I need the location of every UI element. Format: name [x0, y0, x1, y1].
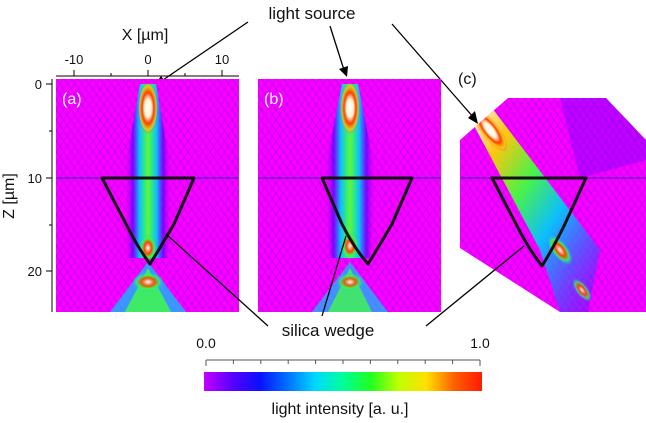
x-tick-label: 10	[215, 52, 229, 67]
light-source-arrowhead-b	[339, 66, 348, 77]
panel-c: (c)	[458, 71, 646, 312]
z-axis-title: Z [µm]	[1, 173, 18, 219]
panel-a-wedge-outline	[100, 176, 196, 266]
light-source-arrowhead-c	[468, 111, 478, 124]
colorbar-min-label: 0.0	[196, 335, 216, 351]
panel-a-beam	[124, 84, 172, 258]
panel-c-focus-spot	[547, 234, 573, 266]
colorbar-title: light intensity [a. u.]	[272, 401, 409, 418]
panel-c-wedge-outline	[490, 176, 588, 268]
panel-c-label: (c)	[458, 71, 477, 88]
panel-b-source-hotspot	[340, 82, 360, 134]
colorbar-gradient	[204, 372, 482, 391]
z-tick-label: 0	[35, 77, 42, 92]
panel-a-label: (a)	[62, 91, 82, 108]
colorbar-ticks	[205, 360, 481, 366]
silica-wedge-leader-b	[321, 235, 347, 317]
panel-b: (b)	[258, 79, 441, 312]
panel-b-wedge-outline	[320, 176, 414, 266]
z-tick-label: 20	[28, 264, 42, 279]
colorbar: 0.0 1.0 light intensity [a. u.]	[196, 335, 490, 418]
light-source-arrow-c	[391, 23, 475, 119]
light-source-arrow-b	[329, 25, 345, 71]
z-tick-label: 10	[28, 171, 42, 186]
light-source-arrow-a	[159, 21, 249, 83]
x-tick-label: -10	[65, 52, 84, 67]
x-axis-title: X [µm]	[122, 27, 169, 44]
panel-a: (a)	[56, 79, 239, 312]
light-source-label: light source	[269, 4, 356, 23]
colorbar-max-label: 1.0	[470, 335, 490, 351]
silica-wedge-label: silica wedge	[282, 321, 375, 340]
panel-a-source-hotspot	[138, 82, 158, 134]
x-tick-label: 0	[144, 52, 151, 67]
panel-b-label: (b)	[264, 91, 284, 108]
silica-wedge-leader-a	[165, 233, 269, 327]
silica-wedge-leader-c	[425, 245, 525, 327]
